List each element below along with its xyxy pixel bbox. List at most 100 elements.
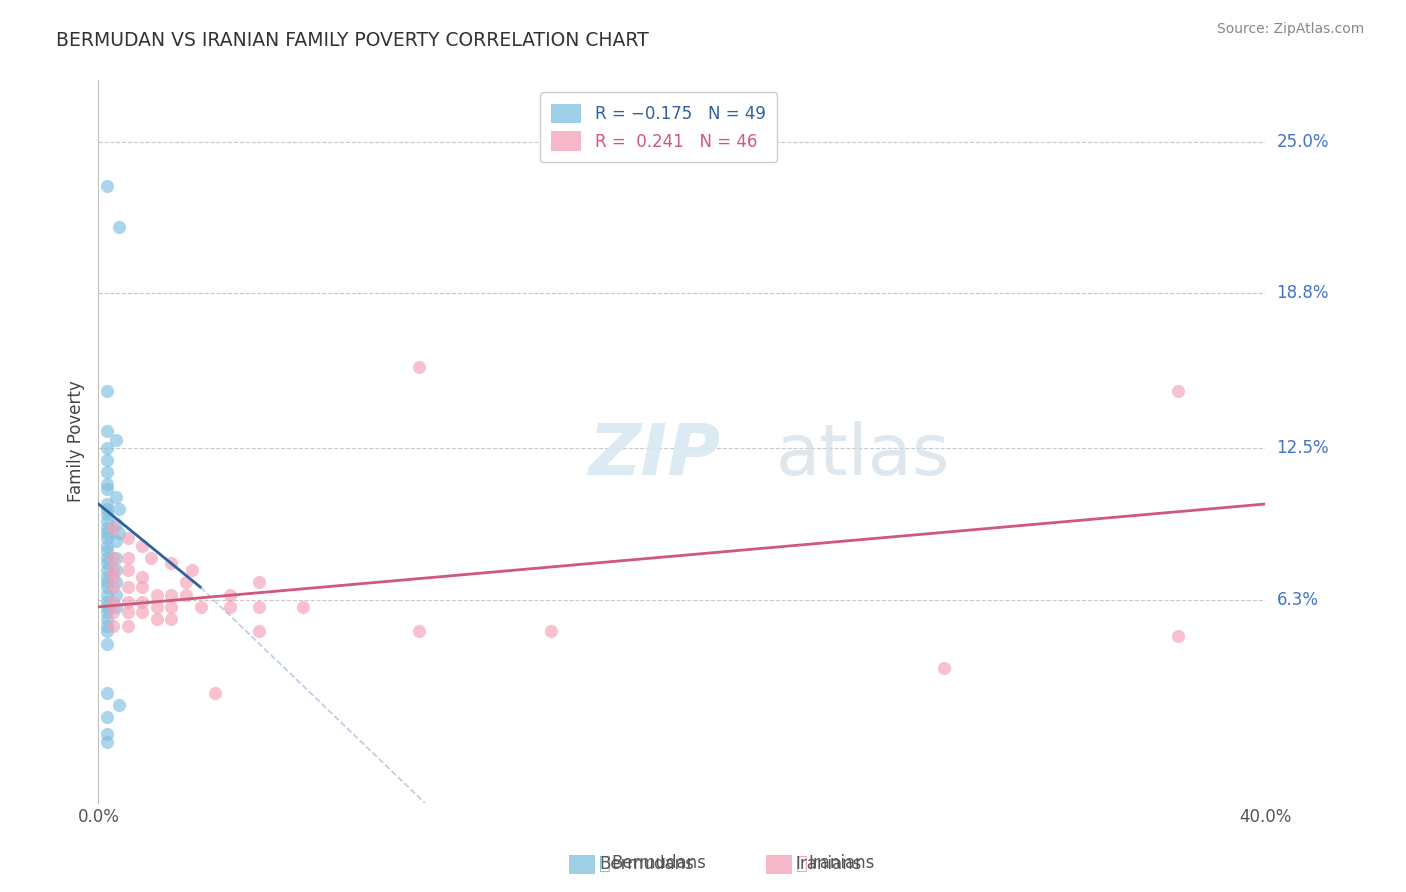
Point [160, 599, 183, 614]
Point [96, 441, 118, 455]
Point [104, 516, 127, 531]
Text: atlas: atlas [775, 422, 949, 491]
Point [96, 624, 118, 639]
Point [160, 588, 183, 602]
Point [96, 526, 118, 541]
Text: 12.5%: 12.5% [1277, 439, 1329, 457]
Point [218, 588, 240, 602]
Point [117, 563, 139, 577]
Point [96, 424, 118, 438]
Text: Iranians: Iranians [808, 855, 875, 872]
Point [180, 563, 202, 577]
Point [204, 685, 226, 699]
Text: Source: ZipAtlas.com: Source: ZipAtlas.com [1216, 22, 1364, 37]
Point [108, 502, 131, 516]
Text: Bermudans: Bermudans [599, 855, 693, 873]
Point [96, 595, 118, 609]
Point [146, 588, 169, 602]
Point [408, 359, 430, 374]
Y-axis label: Family Poverty: Family Poverty [67, 381, 86, 502]
Point [101, 550, 124, 565]
Point [117, 531, 139, 545]
Point [96, 727, 118, 741]
Point [540, 624, 562, 639]
Point [96, 575, 118, 590]
Point [96, 453, 118, 467]
Point [131, 595, 153, 609]
Text: ⬜: ⬜ [796, 854, 807, 873]
Point [96, 685, 118, 699]
Point [146, 612, 169, 626]
Point [96, 605, 118, 619]
Point [174, 588, 197, 602]
Point [247, 575, 270, 590]
Point [96, 514, 118, 528]
Point [131, 580, 153, 594]
Point [190, 599, 212, 614]
Point [104, 490, 127, 504]
Point [96, 384, 118, 399]
Text: 18.8%: 18.8% [1277, 285, 1329, 302]
Point [104, 588, 127, 602]
Point [101, 580, 124, 594]
Point [1167, 629, 1189, 643]
Point [96, 612, 118, 626]
Point [247, 599, 270, 614]
Point [101, 563, 124, 577]
Text: ⬜: ⬜ [599, 854, 610, 873]
Point [117, 619, 139, 633]
Legend: R = −0.175   N = 49, R =  0.241   N = 46: R = −0.175 N = 49, R = 0.241 N = 46 [540, 92, 778, 162]
Point [117, 595, 139, 609]
Point [101, 570, 124, 584]
Text: Iranians: Iranians [796, 855, 862, 873]
Point [96, 543, 118, 558]
Text: BERMUDAN VS IRANIAN FAMILY POVERTY CORRELATION CHART: BERMUDAN VS IRANIAN FAMILY POVERTY CORRE… [56, 31, 650, 50]
Point [117, 550, 139, 565]
Point [96, 465, 118, 479]
Point [108, 698, 131, 712]
Point [108, 220, 131, 235]
Point [96, 599, 118, 614]
Point [101, 595, 124, 609]
Point [934, 661, 956, 675]
Point [96, 570, 118, 584]
Point [96, 563, 118, 577]
Point [96, 588, 118, 602]
Point [108, 526, 131, 541]
Point [291, 599, 314, 614]
Point [96, 710, 118, 724]
Point [117, 580, 139, 594]
Point [104, 575, 127, 590]
Point [117, 605, 139, 619]
Point [101, 605, 124, 619]
Point [96, 734, 118, 748]
Point [96, 178, 118, 193]
Point [101, 619, 124, 633]
Point [96, 507, 118, 521]
Point [104, 563, 127, 577]
Point [101, 521, 124, 535]
Point [96, 556, 118, 570]
Point [146, 599, 169, 614]
Point [104, 599, 127, 614]
Point [174, 575, 197, 590]
Point [247, 624, 270, 639]
Point [96, 483, 118, 497]
Point [131, 539, 153, 553]
Point [160, 612, 183, 626]
Point [96, 637, 118, 651]
Point [131, 570, 153, 584]
Point [96, 502, 118, 516]
Text: 25.0%: 25.0% [1277, 133, 1329, 151]
Point [96, 531, 118, 545]
Point [96, 477, 118, 491]
Text: 6.3%: 6.3% [1277, 591, 1319, 608]
Point [160, 556, 183, 570]
Point [96, 521, 118, 535]
Point [96, 539, 118, 553]
Point [1167, 384, 1189, 399]
Point [131, 605, 153, 619]
Text: ZIP: ZIP [589, 422, 721, 491]
Point [104, 434, 127, 448]
Text: Bermudans: Bermudans [612, 855, 706, 872]
